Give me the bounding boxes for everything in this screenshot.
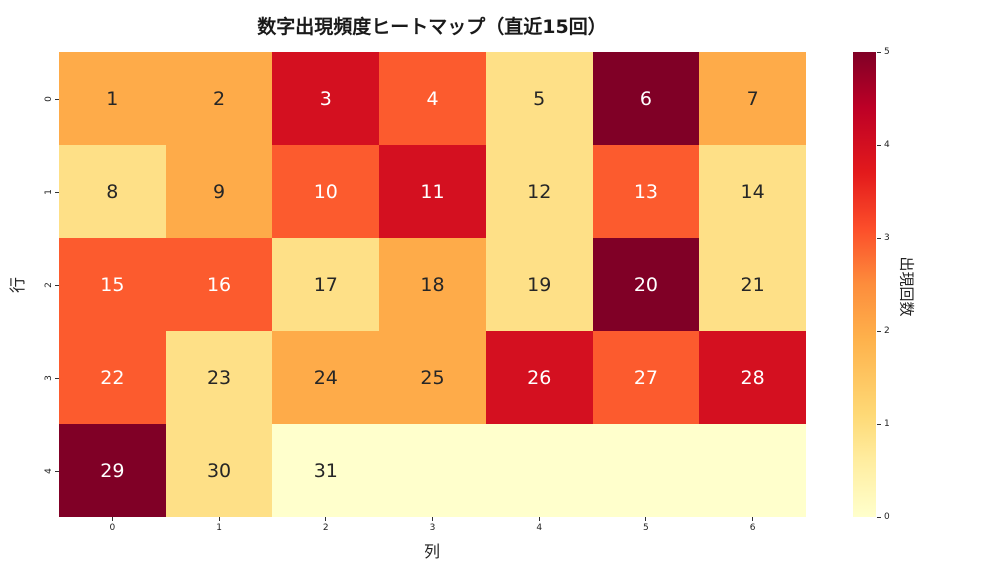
colorbar-tick: 1 [877, 419, 890, 429]
heatmap-cell: 7 [699, 52, 806, 145]
heatmap-cell: 12 [485, 145, 593, 238]
heatmap-cell: 13 [592, 145, 700, 238]
heatmap-cell: 2 [165, 52, 273, 145]
heatmap-cell: 25 [379, 331, 486, 424]
colorbar-tick: 2 [877, 326, 890, 336]
colorbar-tick: 0 [877, 512, 890, 522]
heatmap-cell: 16 [165, 238, 273, 331]
heatmap-cell: 29 [59, 424, 166, 517]
heatmap-cell: 5 [485, 52, 593, 145]
y-axis-label: 行 [8, 276, 28, 294]
y-tick: 0 [40, 89, 60, 109]
heatmap-cell [699, 424, 806, 517]
heatmap-cell: 23 [165, 331, 273, 424]
colorbar-tick: 4 [877, 140, 890, 150]
x-tick: 0 [97, 517, 127, 533]
heatmap-cell: 6 [592, 52, 700, 145]
colorbar [853, 52, 876, 517]
heatmap-cell: 4 [379, 52, 486, 145]
heatmap-cell: 15 [59, 238, 166, 331]
heatmap-cell: 1 [59, 52, 166, 145]
x-tick: 5 [631, 517, 661, 533]
colorbar-tick: 3 [877, 233, 890, 243]
x-axis-label: 列 [423, 542, 440, 561]
x-tick: 4 [524, 517, 554, 533]
heatmap-cell: 28 [699, 331, 806, 424]
heatmap-cell: 18 [379, 238, 486, 331]
heatmap-cell: 8 [59, 145, 166, 238]
x-tick: 1 [204, 517, 234, 533]
heatmap-cell: 14 [699, 145, 806, 238]
heatmap-cell: 26 [485, 331, 593, 424]
heatmap-cell: 27 [592, 331, 700, 424]
heatmap-cell: 19 [485, 238, 593, 331]
x-tick: 6 [738, 517, 768, 533]
heatmap-cell: 10 [272, 145, 380, 238]
colorbar-tick: 5 [877, 47, 890, 57]
heatmap-cell: 11 [379, 145, 486, 238]
chart-title: 数字出現頻度ヒートマップ（直近15回） [257, 16, 607, 38]
heatmap-cell: 9 [165, 145, 273, 238]
heatmap-cell: 3 [272, 52, 380, 145]
heatmap-cell: 30 [165, 424, 273, 517]
heatmap-cell [485, 424, 593, 517]
heatmap-grid: 1 2 3 4 5 6 7 8 9 10 11 12 13 14 15 16 17 18 19 20 21 22 23 24 2… [59, 52, 806, 517]
x-tick: 3 [418, 517, 448, 533]
y-tick: 3 [40, 368, 60, 388]
y-tick: 4 [40, 461, 60, 481]
heatmap-cell: 22 [59, 331, 166, 424]
x-tick: 2 [311, 517, 341, 533]
heatmap-cell [379, 424, 486, 517]
y-tick: 1 [40, 182, 60, 202]
colorbar-label: 出現回数 [897, 256, 916, 317]
y-tick: 2 [40, 275, 60, 295]
heatmap-cell [592, 424, 700, 517]
heatmap-cell: 31 [272, 424, 380, 517]
heatmap-cell: 20 [592, 238, 700, 331]
heatmap-cell: 24 [272, 331, 380, 424]
heatmap-cell: 17 [272, 238, 380, 331]
heatmap-cell: 21 [699, 238, 806, 331]
